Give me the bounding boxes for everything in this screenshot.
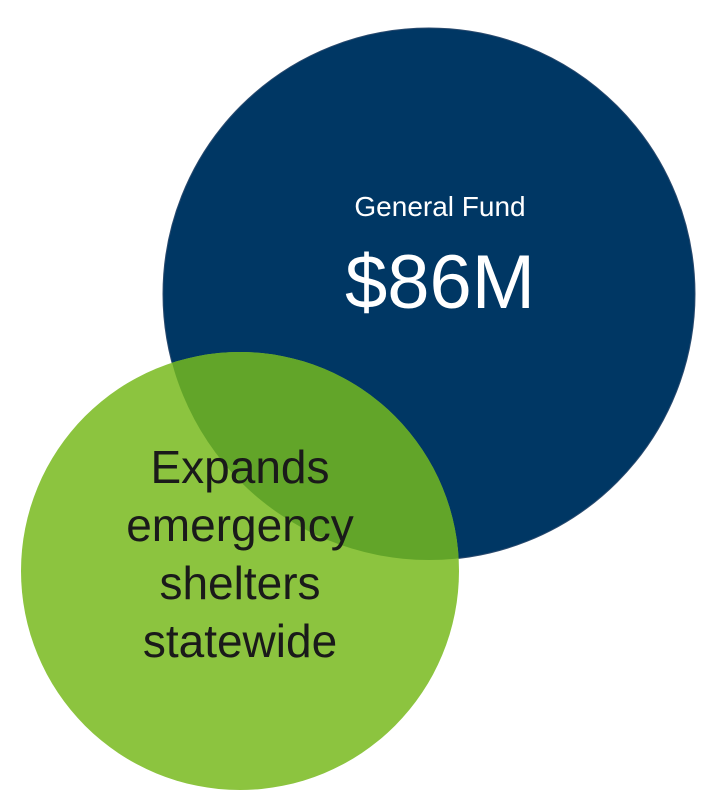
description-line: statewide	[142, 615, 338, 667]
overlap-region	[163, 352, 459, 560]
description-line: emergency	[126, 499, 354, 551]
general-fund-amount: $86M	[344, 240, 536, 325]
description-line: Expands	[150, 441, 330, 493]
description-line: shelters	[159, 557, 321, 609]
shelter-description: Expands emergency shelters statewide	[60, 438, 420, 670]
general-fund-label: General Fund	[354, 191, 526, 222]
